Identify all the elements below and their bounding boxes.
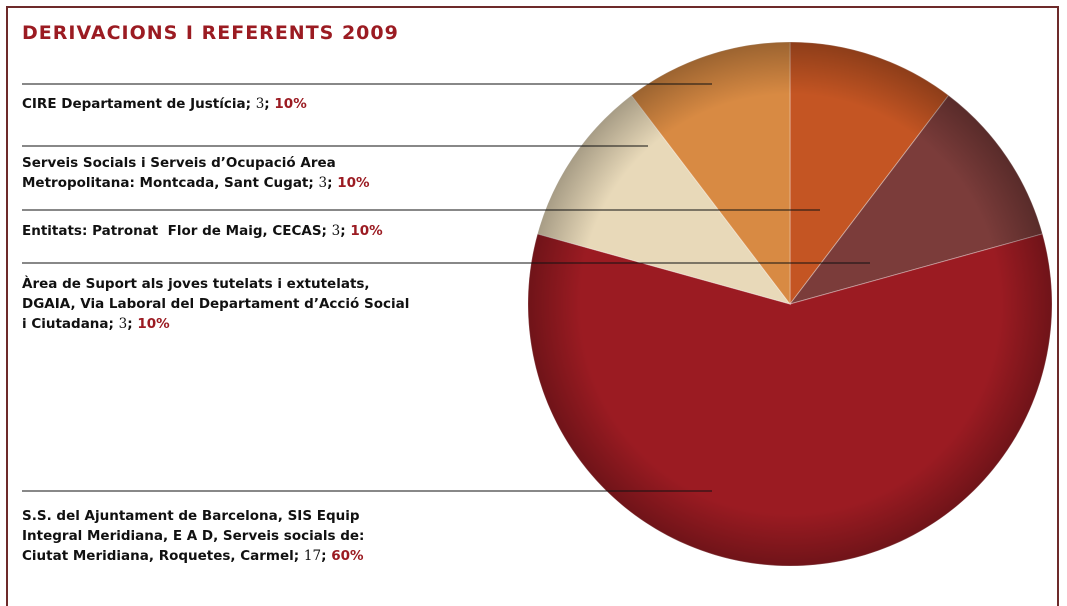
slice-percent: 10% <box>350 223 383 239</box>
slice-label-cire: CIRE Departament de Justícia; 3; 10% <box>22 96 307 112</box>
slice-percent: 10% <box>137 316 170 332</box>
chart-frame: DERIVACIONS I REFERENTS 2009 CIRE Depart… <box>6 6 1059 606</box>
slice-percent: 10% <box>337 175 370 191</box>
slice-label-entitats: Entitats: Patronat Flor de Maig, CECAS; … <box>22 223 383 239</box>
slice-value: 17 <box>303 548 322 564</box>
pie-shading <box>528 42 1052 566</box>
slice-value: 3 <box>255 96 265 112</box>
slice-label-text: Àrea de Suport als joves tutelats i extu… <box>22 276 410 332</box>
slice-label-serveis-socials: Serveis Socials i Serveis d’Ocupació Are… <box>22 155 370 191</box>
slice-label-ss-ajuntament: S.S. del Ajuntament de Barcelona, SIS Eq… <box>22 508 365 564</box>
pie-chart <box>22 41 1053 567</box>
slice-percent: 60% <box>331 548 364 564</box>
slice-value: 3 <box>331 223 341 239</box>
slice-percent: 10% <box>274 96 307 112</box>
chart-title: DERIVACIONS I REFERENTS 2009 <box>22 22 399 44</box>
slice-value: 3 <box>118 316 128 332</box>
slice-label-text: Serveis Socials i Serveis d’Ocupació Are… <box>22 155 336 191</box>
slice-label-text: S.S. del Ajuntament de Barcelona, SIS Eq… <box>22 508 365 564</box>
slice-label-area-suport: Àrea de Suport als joves tutelats i extu… <box>22 276 410 332</box>
slice-label-text: Entitats: Patronat Flor de Maig, CECAS; <box>22 223 327 239</box>
slice-value: 3 <box>318 175 328 191</box>
slice-label-text: CIRE Departament de Justícia; <box>22 96 251 112</box>
